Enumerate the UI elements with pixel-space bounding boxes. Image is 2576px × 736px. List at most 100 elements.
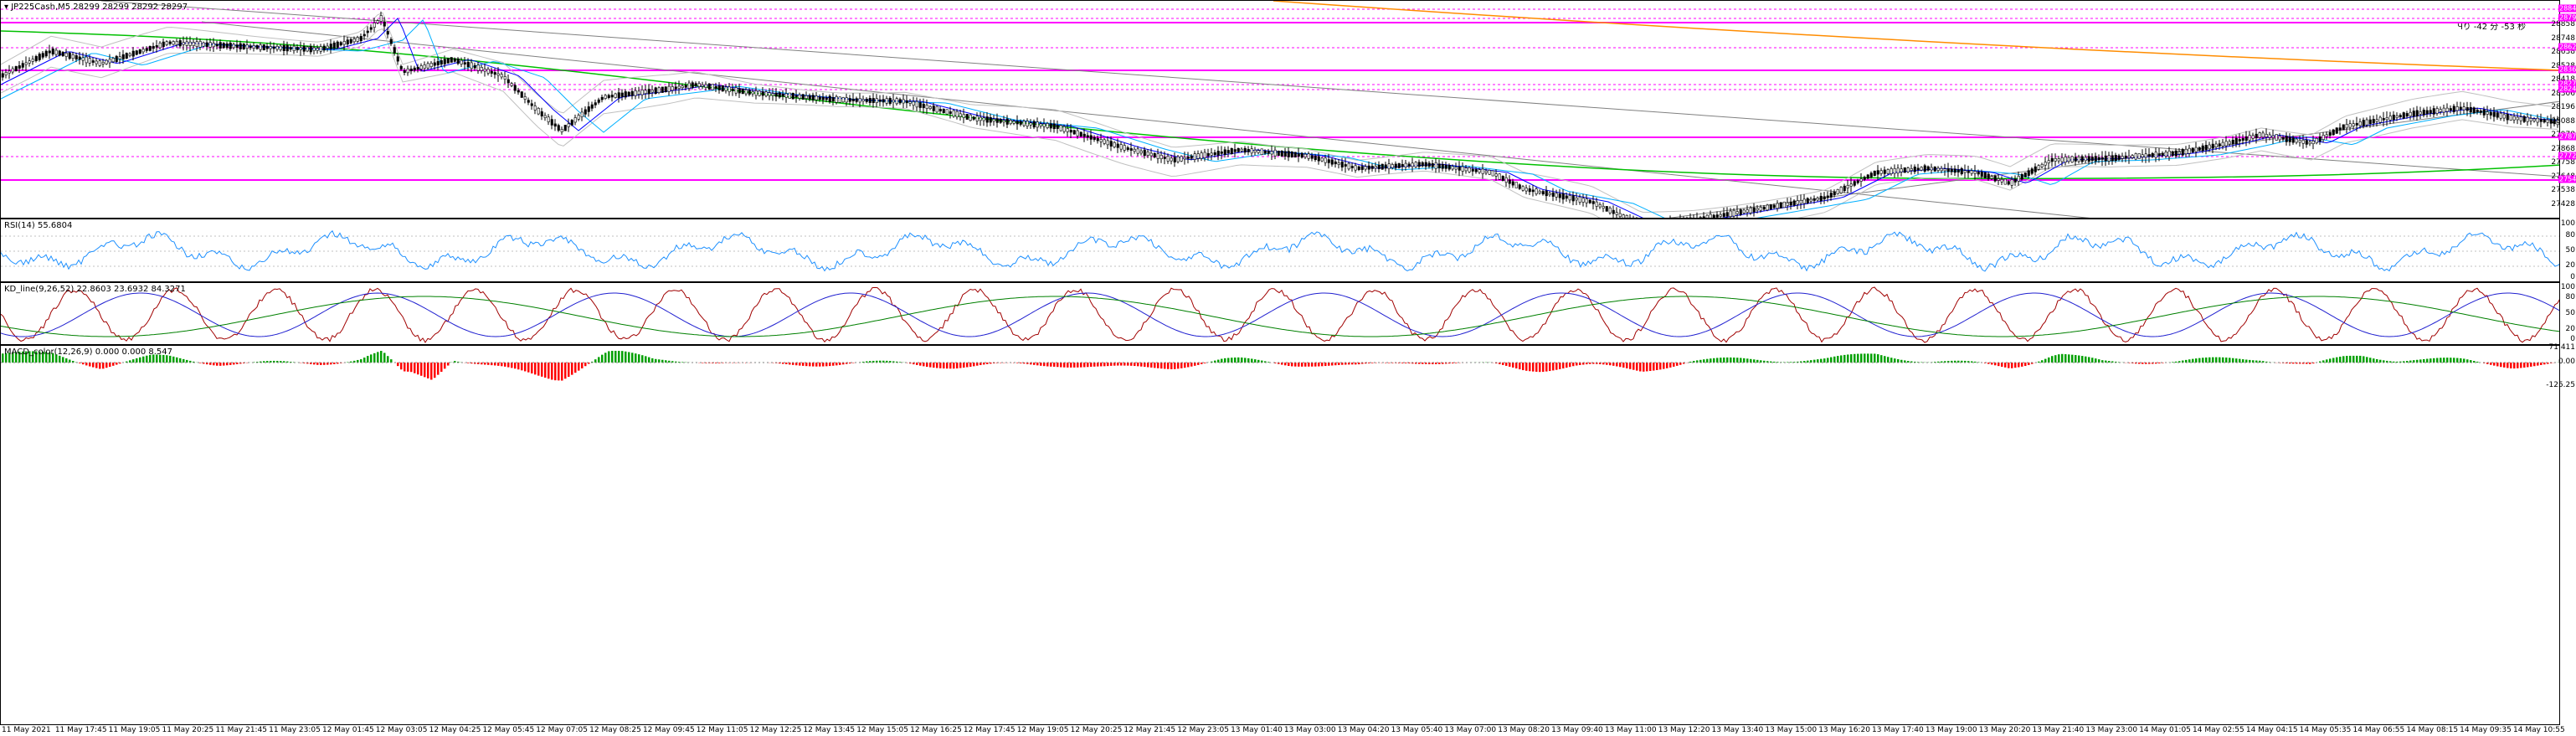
candlestick-body bbox=[1561, 193, 1565, 200]
time-tick: 12 May 07:05 bbox=[536, 726, 589, 734]
candlestick-body bbox=[805, 95, 808, 99]
macd-histogram-bar bbox=[1663, 363, 1665, 369]
macd-histogram-bar bbox=[95, 363, 98, 368]
macd-histogram-bar bbox=[1100, 363, 1103, 367]
candlestick-body bbox=[1427, 162, 1431, 167]
macd-histogram-bar bbox=[2520, 363, 2522, 368]
rsi-pane[interactable]: RSI(14) 55.6804 bbox=[0, 219, 2560, 282]
candlestick-body bbox=[1712, 214, 1715, 218]
macd-histogram-bar bbox=[2064, 354, 2067, 363]
macd-histogram-bar bbox=[2001, 363, 2003, 368]
candlestick-body bbox=[1012, 121, 1015, 124]
candlestick-body bbox=[1853, 181, 1856, 186]
candlestick-body bbox=[744, 89, 748, 95]
time-tick: 13 May 13:40 bbox=[1711, 726, 1764, 734]
candlestick-body bbox=[470, 62, 473, 69]
macd-histogram-bar bbox=[400, 363, 403, 370]
candlestick-body bbox=[1625, 214, 1628, 218]
macd-pane[interactable]: MACD_color(12,26,9) 0.000 0.000 8.547 bbox=[0, 345, 2560, 725]
macd-histogram-bar bbox=[444, 363, 446, 369]
candlestick-body bbox=[975, 116, 979, 121]
macd-histogram-bar bbox=[2373, 358, 2375, 363]
time-tick: 12 May 17:45 bbox=[963, 726, 1015, 734]
candlestick-body bbox=[1283, 151, 1287, 157]
macd-histogram-bar bbox=[253, 362, 255, 363]
candlestick-body bbox=[634, 90, 637, 96]
candlestick-body bbox=[945, 109, 949, 115]
candlestick-body bbox=[1789, 201, 1792, 206]
macd-histogram-bar bbox=[2507, 363, 2509, 368]
candlestick-body bbox=[778, 92, 781, 98]
price-tick: 27868 bbox=[2551, 144, 2575, 153]
macd-histogram-bar bbox=[1854, 353, 1856, 363]
macd-histogram-bar bbox=[1870, 353, 1873, 363]
macd-histogram-bar bbox=[832, 363, 835, 366]
candlestick-body bbox=[912, 101, 915, 106]
macd-histogram-bar bbox=[1127, 363, 1129, 366]
candlestick-body bbox=[1946, 168, 1950, 172]
kd-pane[interactable]: KD_line(9,26,52) 22.8603 23.6932 84.3271 bbox=[0, 282, 2560, 345]
candlestick-body bbox=[2047, 160, 2050, 164]
macd-histogram-bar bbox=[1699, 359, 1702, 363]
macd-histogram-bar bbox=[1247, 358, 1250, 363]
candlestick-body bbox=[346, 39, 349, 44]
time-tick: 12 May 21:45 bbox=[1123, 726, 1176, 734]
candlestick-body bbox=[2127, 155, 2131, 158]
macd-histogram-bar bbox=[1438, 363, 1441, 364]
macd-histogram-bar bbox=[511, 363, 513, 368]
candlestick-body bbox=[2486, 111, 2489, 115]
macd-histogram-bar bbox=[1596, 363, 1598, 364]
macd-histogram-bar bbox=[1281, 363, 1283, 365]
candlestick-body bbox=[2114, 155, 2117, 162]
collapse-triangle-icon[interactable]: ▾ bbox=[4, 3, 9, 12]
kd-signal-line bbox=[1, 296, 2559, 337]
candlestick-body bbox=[794, 95, 798, 98]
macd-histogram-bar bbox=[2359, 355, 2362, 363]
macd-histogram-bar bbox=[614, 351, 617, 363]
candlestick-body bbox=[423, 64, 426, 69]
macd-histogram-bar bbox=[1288, 363, 1290, 367]
macd-histogram-bar bbox=[350, 361, 352, 363]
candlestick-body bbox=[2204, 145, 2208, 151]
candlestick-body bbox=[1260, 148, 1263, 155]
time-tick: 13 May 05:40 bbox=[1391, 726, 1443, 734]
candlestick-body bbox=[2141, 154, 2144, 157]
macd-histogram-bar bbox=[2024, 363, 2027, 367]
time-tick: 11 May 23:05 bbox=[269, 726, 321, 734]
candlestick-body bbox=[158, 42, 162, 49]
candlestick-body bbox=[1059, 125, 1062, 131]
candlestick-body bbox=[2295, 138, 2298, 143]
macd-histogram-bar bbox=[189, 360, 192, 363]
candlestick-body bbox=[2244, 136, 2248, 142]
candlestick-body bbox=[1039, 123, 1042, 126]
candlestick-body bbox=[1990, 176, 1993, 179]
candlestick-body bbox=[2546, 119, 2549, 123]
candlestick-body bbox=[1488, 169, 1491, 175]
candlestick-body bbox=[1407, 163, 1411, 167]
candlestick-body bbox=[1270, 151, 1273, 155]
time-tick: 13 May 07:00 bbox=[1444, 726, 1497, 734]
candlestick-body bbox=[1735, 211, 1739, 214]
macd-histogram-bar bbox=[166, 355, 168, 363]
candlestick-body bbox=[493, 72, 496, 75]
candlestick-body bbox=[2157, 153, 2161, 156]
candlestick-body bbox=[1116, 143, 1119, 148]
candlestick-body bbox=[1431, 162, 1434, 167]
candlestick-body bbox=[2355, 122, 2358, 126]
macd-histogram-bar bbox=[574, 363, 577, 373]
time-tick: 13 May 21:40 bbox=[2032, 726, 2085, 734]
macd-histogram-bar bbox=[1843, 354, 1846, 363]
candlestick-body bbox=[175, 41, 178, 45]
macd-histogram-bar bbox=[260, 361, 262, 363]
macd-histogram-bar bbox=[1720, 358, 1722, 363]
price-chart-pane[interactable]: ▾ JP225Cash,M5 28299 28299 28292 28297 Ⴗ… bbox=[0, 0, 2560, 219]
candlestick-body bbox=[1381, 163, 1384, 170]
candlestick-body bbox=[8, 70, 11, 74]
candlestick-body bbox=[724, 86, 728, 91]
macd-histogram-bar bbox=[648, 357, 650, 363]
macd-histogram-bar bbox=[1713, 358, 1715, 363]
macd-histogram-bar bbox=[45, 352, 48, 363]
candlestick-body bbox=[2308, 142, 2311, 145]
candlestick-body bbox=[2415, 110, 2419, 117]
candlestick-body bbox=[1414, 162, 1417, 167]
